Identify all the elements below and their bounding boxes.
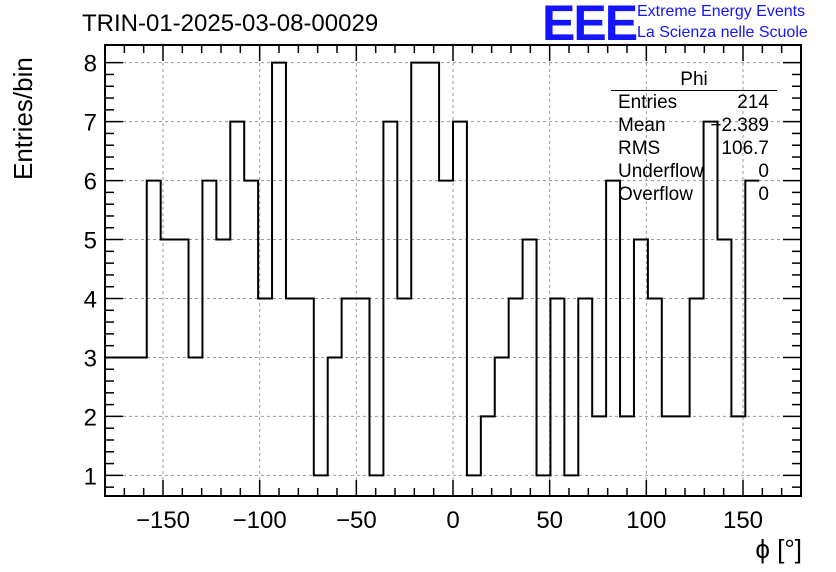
stats-key: Underflow bbox=[618, 161, 704, 182]
stats-value: 0 bbox=[758, 161, 769, 182]
stats-value: 0 bbox=[758, 184, 769, 205]
y-tick-label: 6 bbox=[84, 169, 97, 196]
stats-value: 214 bbox=[737, 92, 769, 113]
stats-row: RMS 106.7 bbox=[611, 137, 777, 160]
x-tick-label: −100 bbox=[233, 507, 287, 534]
stats-row: Mean −2.389 bbox=[611, 114, 777, 137]
y-tick-label: 8 bbox=[84, 51, 97, 78]
stats-title: Phi bbox=[611, 70, 777, 91]
y-tick-label: 2 bbox=[84, 404, 97, 431]
x-axis-label: ϕ [°] bbox=[755, 534, 802, 564]
x-tick-label: 150 bbox=[723, 507, 763, 534]
y-tick-label: 7 bbox=[84, 110, 97, 137]
stats-value: −2.389 bbox=[710, 115, 769, 136]
stats-key: Overflow bbox=[618, 184, 693, 205]
stats-key: RMS bbox=[618, 138, 661, 159]
y-tick-label: 3 bbox=[84, 345, 97, 372]
x-tick-label: −50 bbox=[336, 507, 377, 534]
eee-logo: EEE bbox=[542, 0, 638, 51]
logo-line-2: La Scienza nelle Scuole bbox=[637, 24, 808, 41]
stats-key: Entries bbox=[618, 92, 678, 113]
x-tick-label: −150 bbox=[136, 507, 190, 534]
y-tick-label: 4 bbox=[84, 287, 97, 314]
stats-row: Underflow 0 bbox=[611, 160, 777, 183]
stats-value: 106.7 bbox=[721, 138, 769, 159]
logo-line-1: Extreme Energy Events bbox=[637, 3, 806, 20]
histogram-outline bbox=[105, 61, 760, 477]
stats-key: Mean bbox=[618, 115, 666, 136]
y-axis-label-wrap: Entries/bin bbox=[8, 57, 38, 320]
x-tick-label: 50 bbox=[536, 507, 563, 534]
x-tick-label: 0 bbox=[446, 507, 459, 534]
stats-box: Phi Entries 214 Mean −2.389 RMS 106.7 Under… bbox=[611, 70, 777, 206]
run-title: TRIN-01-2025-03-08-00029 bbox=[82, 10, 379, 37]
stats-row: Entries 214 bbox=[611, 91, 777, 114]
y-tick-label: 5 bbox=[84, 228, 97, 255]
y-axis-label: Entries/bin bbox=[8, 57, 38, 180]
y-tick-label: 1 bbox=[84, 463, 97, 490]
x-tick-label: 100 bbox=[626, 507, 666, 534]
stats-row: Overflow 0 bbox=[611, 183, 777, 206]
